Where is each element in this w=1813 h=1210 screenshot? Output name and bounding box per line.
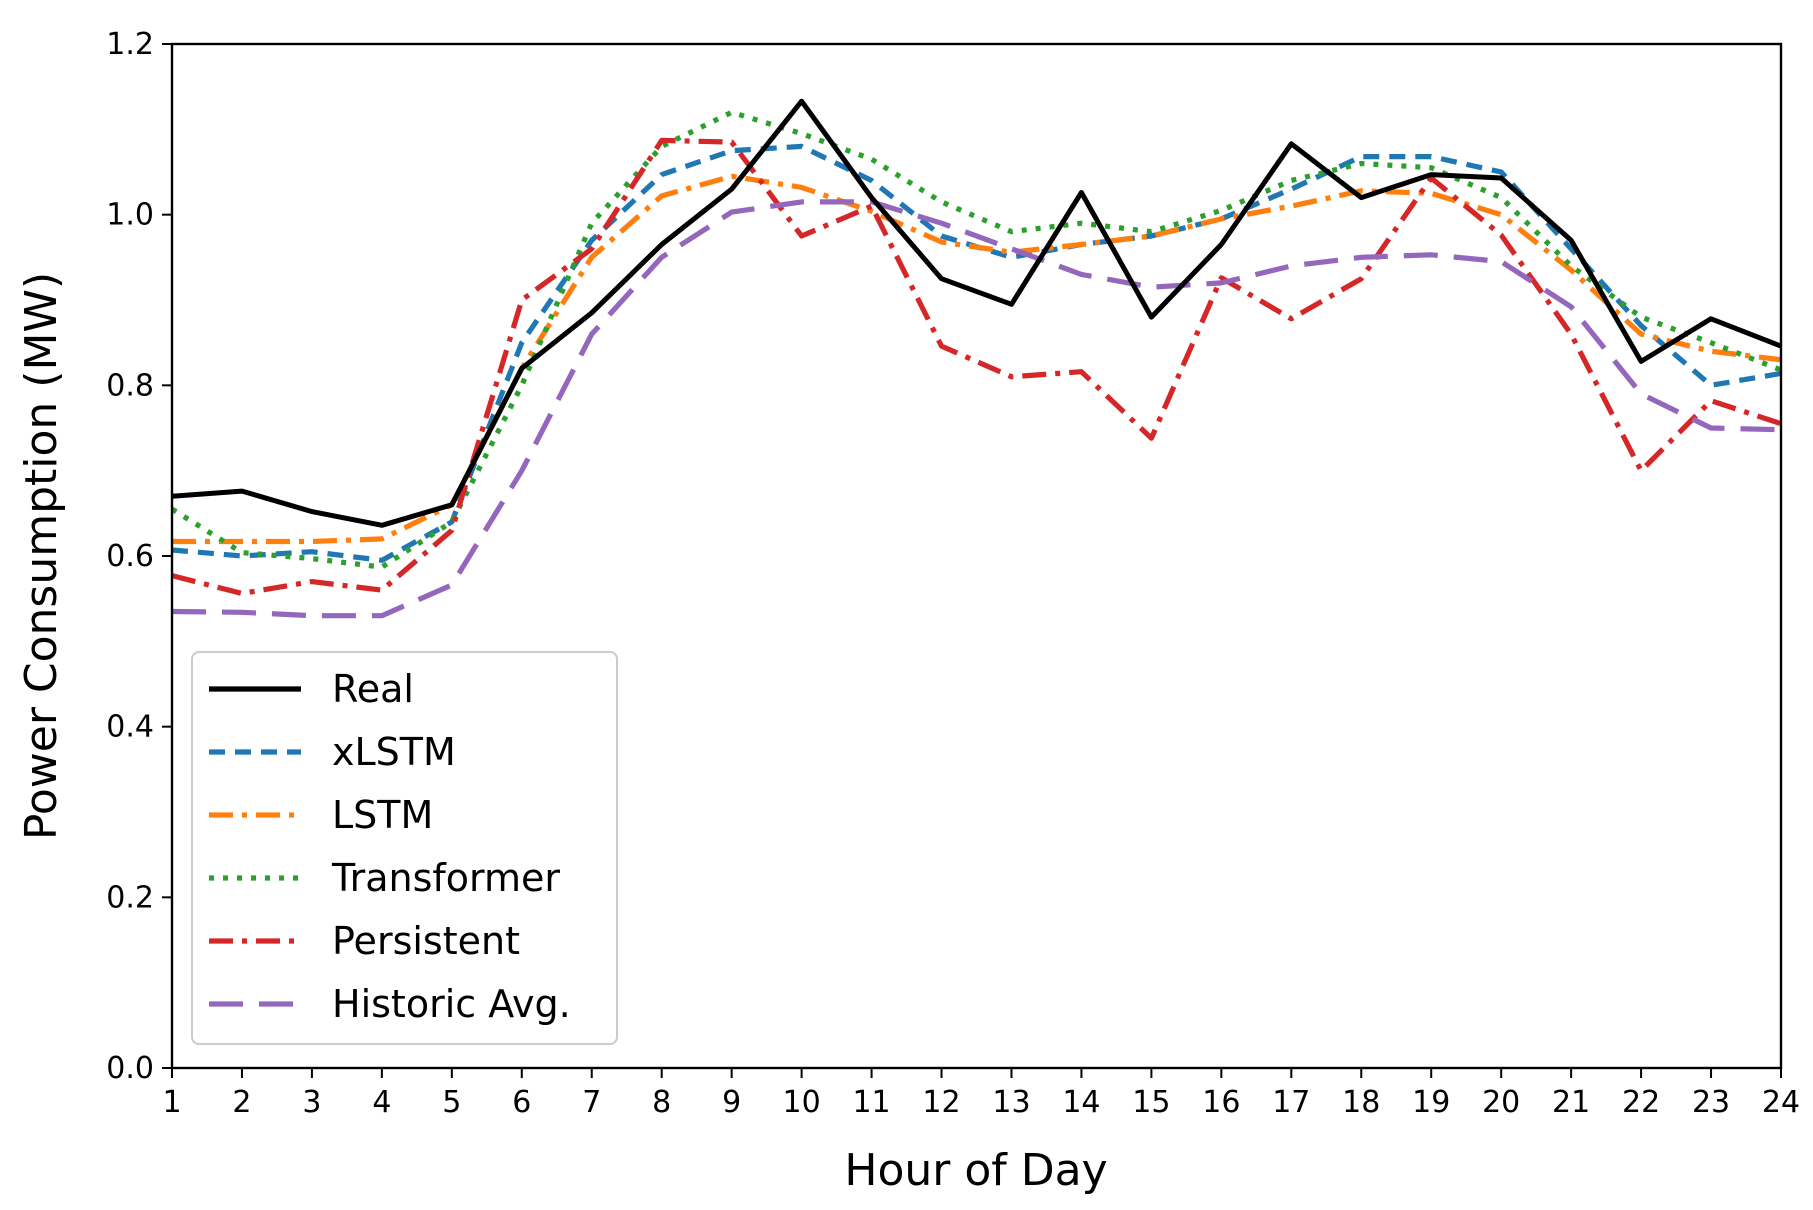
legend: Real xLSTM LSTM Transformer Persistent Histor… — [191, 651, 618, 1045]
x-tick-label: 1 — [162, 1085, 181, 1120]
y-tick-label: 0.8 — [106, 368, 154, 403]
x-tick-label: 21 — [1552, 1085, 1590, 1120]
x-tick-label: 20 — [1482, 1085, 1520, 1120]
x-tick-label: 4 — [372, 1085, 391, 1120]
y-tick-label: 1.2 — [106, 27, 154, 62]
y-tick-label: 1.0 — [106, 198, 154, 233]
x-tick-label: 24 — [1762, 1085, 1800, 1120]
x-tick-label: 23 — [1692, 1085, 1730, 1120]
series-layer — [170, 98, 1782, 619]
x-tick-label: 5 — [442, 1085, 461, 1120]
x-tick-label: 9 — [722, 1085, 741, 1120]
x-tick-label: 18 — [1342, 1085, 1380, 1120]
y-axis-label: Power Consumption (MW) — [16, 272, 67, 840]
x-tick-label: 7 — [582, 1085, 601, 1120]
series-line-historic-avg — [171, 199, 1782, 619]
legend-label-xlstm: xLSTM — [332, 730, 456, 774]
y-tick-label: 0.6 — [106, 539, 154, 574]
x-tick-label: 16 — [1202, 1085, 1240, 1120]
y-tick-label: 0.0 — [106, 1051, 154, 1086]
x-tick-label: 14 — [1062, 1085, 1100, 1120]
legend-label-lstm: LSTM — [332, 793, 433, 837]
x-tick-label: 15 — [1132, 1085, 1170, 1120]
y-axis-ticks: 0.0 0.2 0.4 0.6 0.8 1.0 1.2 — [106, 27, 172, 1086]
series-line-persistent — [171, 137, 1782, 597]
x-axis-label: Hour of Day — [844, 1145, 1107, 1196]
legend-label-transformer: Transformer — [331, 856, 560, 900]
legend-label-historic-avg: Historic Avg. — [332, 982, 571, 1026]
legend-label-real: Real — [332, 667, 414, 711]
x-tick-label: 6 — [512, 1085, 531, 1120]
x-tick-label: 19 — [1412, 1085, 1450, 1120]
x-tick-label: 10 — [783, 1085, 821, 1120]
series-line-lstm — [172, 173, 1782, 545]
x-tick-label: 11 — [852, 1085, 890, 1120]
x-tick-label: 17 — [1272, 1085, 1310, 1120]
y-tick-label: 0.2 — [106, 880, 154, 915]
x-axis-ticks: 1 2 3 4 5 6 7 8 9 10 11 12 13 14 15 16 17 18 19 20 21 22 23 24 — [162, 1068, 1800, 1120]
x-tick-label: 8 — [652, 1085, 671, 1120]
legend-label-persistent: Persistent — [332, 919, 520, 963]
x-tick-label: 12 — [922, 1085, 960, 1120]
x-tick-label: 2 — [232, 1085, 251, 1120]
x-tick-label: 13 — [992, 1085, 1030, 1120]
x-tick-label: 3 — [302, 1085, 321, 1120]
series-line-real — [171, 98, 1782, 528]
y-tick-label: 0.4 — [106, 710, 154, 745]
x-tick-label: 22 — [1622, 1085, 1660, 1120]
